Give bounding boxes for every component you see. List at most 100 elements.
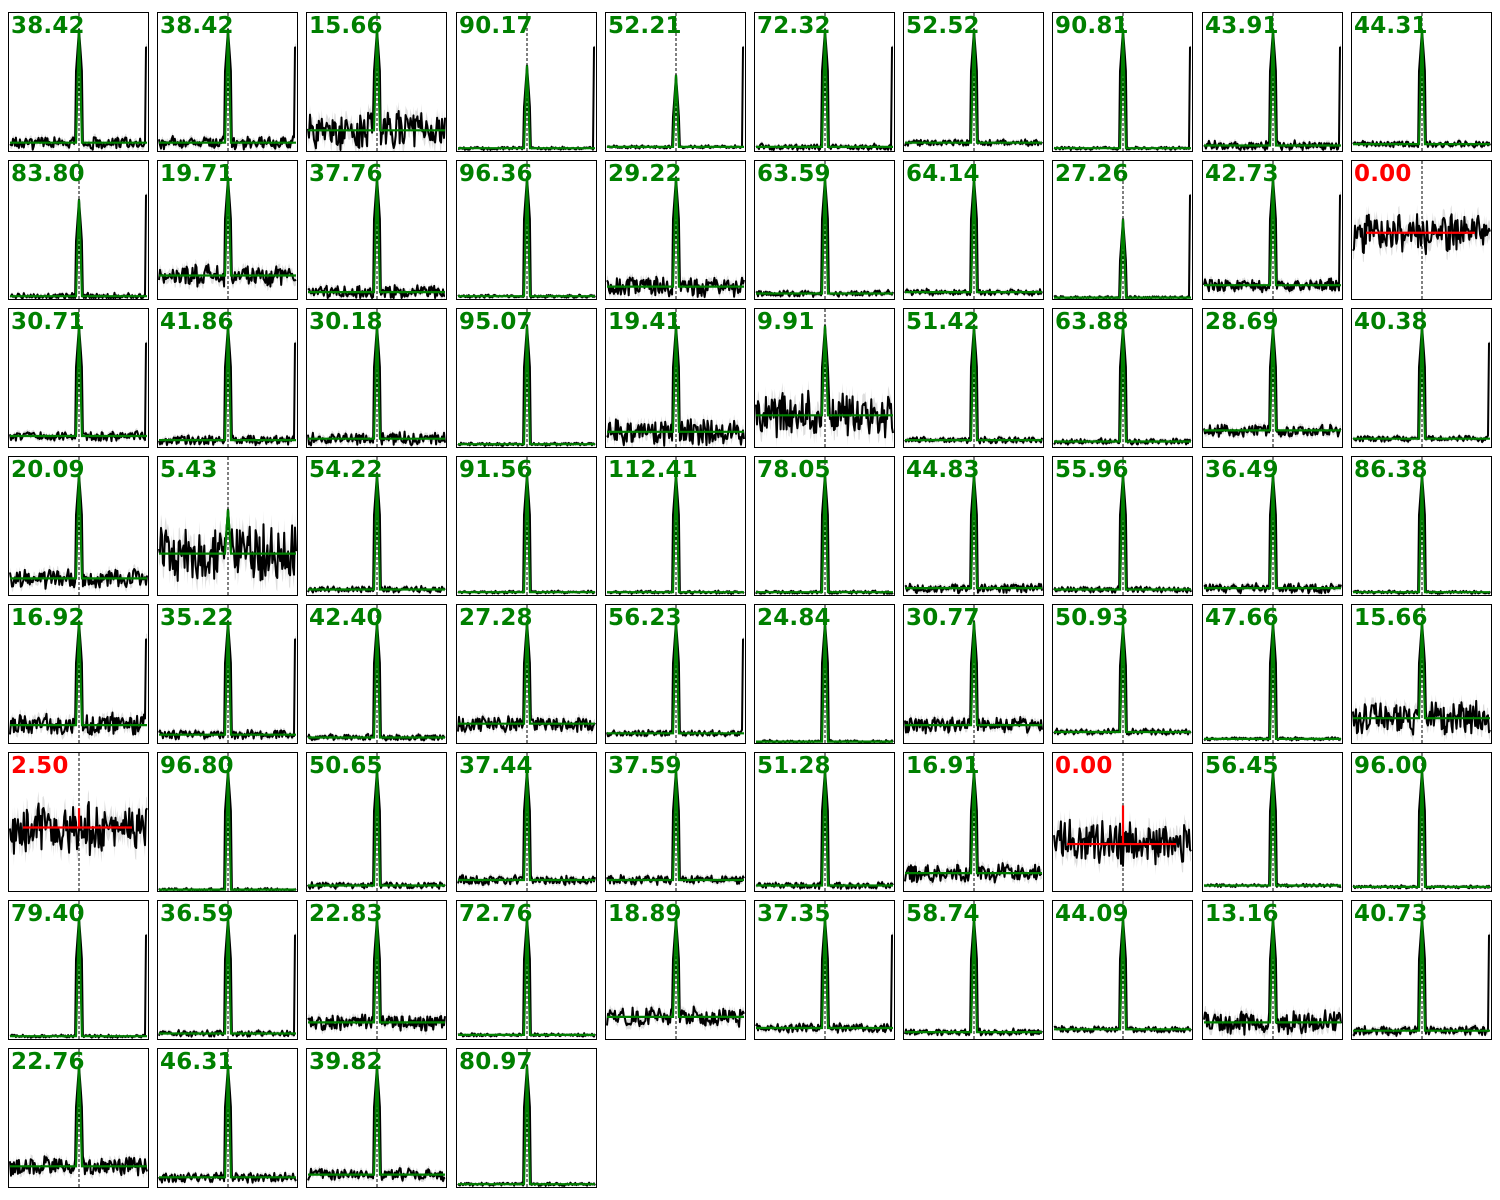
model-fit-line bbox=[1353, 621, 1490, 720]
snr-label: 24.84 bbox=[757, 605, 831, 631]
model-fit-line bbox=[756, 473, 893, 594]
model-fit-line bbox=[10, 917, 147, 1038]
spectrum-line bbox=[1053, 818, 1192, 867]
model-fit-line bbox=[1054, 473, 1191, 591]
spectrum-panel: 86.38 bbox=[1351, 456, 1492, 596]
spectrum-panel: 2.50 bbox=[8, 752, 149, 892]
spectrum-plot bbox=[158, 309, 296, 447]
uncertainty-band bbox=[159, 618, 296, 743]
model-fit-line bbox=[1054, 624, 1191, 734]
spectrum-plot bbox=[1053, 13, 1191, 151]
spectrum-panel: 47.66 bbox=[1202, 604, 1343, 744]
snr-label: 58.74 bbox=[906, 901, 980, 927]
spectrum-line bbox=[1352, 213, 1491, 256]
snr-label: 44.31 bbox=[1354, 13, 1428, 39]
spectrum-line bbox=[9, 801, 148, 857]
model-fit-line bbox=[10, 1065, 147, 1168]
snr-label: 52.52 bbox=[906, 13, 980, 39]
spectrum-plot bbox=[457, 457, 596, 595]
spectrum-plot bbox=[307, 309, 446, 447]
spectrum-plot bbox=[1053, 309, 1192, 447]
spectrum-panel: 28.69 bbox=[1202, 308, 1343, 448]
spectrum-plot bbox=[1203, 309, 1342, 447]
snr-label: 22.76 bbox=[11, 1049, 85, 1075]
snr-label: 42.40 bbox=[309, 605, 383, 631]
spectrum-panel: 91.56 bbox=[456, 456, 597, 596]
snr-label: 2.50 bbox=[11, 753, 69, 779]
model-fit-line bbox=[308, 621, 445, 739]
spectrum-panel: 29.22 bbox=[605, 160, 746, 300]
spectrum-plot bbox=[606, 161, 745, 299]
model-fit-line bbox=[607, 917, 744, 1018]
spectrum-plot bbox=[1352, 309, 1490, 447]
spectrum-panel: 64.14 bbox=[903, 160, 1044, 300]
spectrum-panel: 19.41 bbox=[605, 308, 746, 448]
snr-label: 28.69 bbox=[1205, 309, 1279, 335]
snr-label: 27.26 bbox=[1055, 161, 1129, 187]
snr-label: 13.16 bbox=[1205, 901, 1279, 927]
model-fit-line bbox=[159, 1065, 296, 1179]
model-fit-line bbox=[159, 177, 296, 277]
spectrum-panel: 27.28 bbox=[456, 604, 597, 744]
snr-label: 27.28 bbox=[459, 605, 533, 631]
snr-label: 46.31 bbox=[160, 1049, 234, 1075]
snr-label: 96.00 bbox=[1354, 753, 1428, 779]
snr-label: 36.59 bbox=[160, 901, 234, 927]
spectrum-plot bbox=[606, 753, 745, 891]
spectrum-panel: 96.80 bbox=[157, 752, 298, 892]
snr-label: 42.73 bbox=[1205, 161, 1279, 187]
spectrum-plot bbox=[158, 605, 296, 743]
model-fit-line bbox=[458, 1065, 595, 1186]
spectrum-plot bbox=[1352, 605, 1491, 743]
spectrum-plot bbox=[307, 457, 446, 595]
model-fit-line bbox=[159, 769, 296, 891]
snr-label: 86.38 bbox=[1354, 457, 1428, 483]
snr-label: 19.41 bbox=[608, 309, 682, 335]
snr-label: 56.45 bbox=[1205, 753, 1279, 779]
model-fit-line bbox=[607, 473, 744, 594]
spectrum-plot bbox=[606, 901, 745, 1039]
spectrum-plot bbox=[756, 605, 894, 743]
spectrum-panel: 9.91 bbox=[754, 308, 895, 448]
snr-label: 96.80 bbox=[160, 753, 234, 779]
snr-label: 44.83 bbox=[906, 457, 980, 483]
model-fit-line bbox=[10, 473, 147, 580]
model-fit-line bbox=[1353, 769, 1490, 888]
snr-label: 40.38 bbox=[1354, 309, 1428, 335]
snr-label: 64.14 bbox=[906, 161, 980, 187]
snr-label: 37.44 bbox=[459, 753, 533, 779]
spectrum-plot bbox=[1053, 753, 1192, 891]
model-fit-line bbox=[458, 325, 595, 446]
model-fit-line bbox=[1204, 917, 1341, 1024]
model-fit-line bbox=[10, 199, 147, 298]
spectrum-panel: 44.83 bbox=[903, 456, 1044, 596]
uncertainty-band bbox=[10, 322, 147, 445]
model-fit-line bbox=[159, 917, 296, 1035]
model-fit-line bbox=[1054, 917, 1191, 1031]
spectrum-panel: 50.65 bbox=[306, 752, 447, 892]
snr-label: 9.91 bbox=[757, 309, 815, 335]
spectrum-panel: 0.00 bbox=[1052, 752, 1193, 892]
snr-label: 38.42 bbox=[160, 13, 234, 39]
spectrum-panel: 55.96 bbox=[1052, 456, 1193, 596]
spectrum-panel: 37.44 bbox=[456, 752, 597, 892]
spectrum-panel: 58.74 bbox=[903, 900, 1044, 1040]
snr-label: 90.17 bbox=[459, 13, 533, 39]
spectrum-plot bbox=[457, 309, 596, 447]
spectrum-panel: 42.73 bbox=[1202, 160, 1343, 300]
spectrum-panel: 22.83 bbox=[306, 900, 447, 1040]
snr-label: 30.77 bbox=[906, 605, 980, 631]
spectrum-panel: 90.81 bbox=[1052, 12, 1193, 152]
spectrum-plot bbox=[1053, 457, 1192, 595]
spectrum-plot bbox=[158, 161, 297, 299]
model-fit-line bbox=[308, 29, 445, 132]
snr-label: 18.89 bbox=[608, 901, 682, 927]
model-fit-line bbox=[458, 177, 595, 298]
model-fit-line bbox=[159, 325, 296, 442]
snr-label: 16.92 bbox=[11, 605, 85, 631]
snr-label: 55.96 bbox=[1055, 457, 1129, 483]
spectrum-panel: 37.76 bbox=[306, 160, 447, 300]
snr-label: 63.59 bbox=[757, 161, 831, 187]
model-fit-line bbox=[308, 325, 445, 440]
spectrum-plot bbox=[904, 457, 1043, 595]
